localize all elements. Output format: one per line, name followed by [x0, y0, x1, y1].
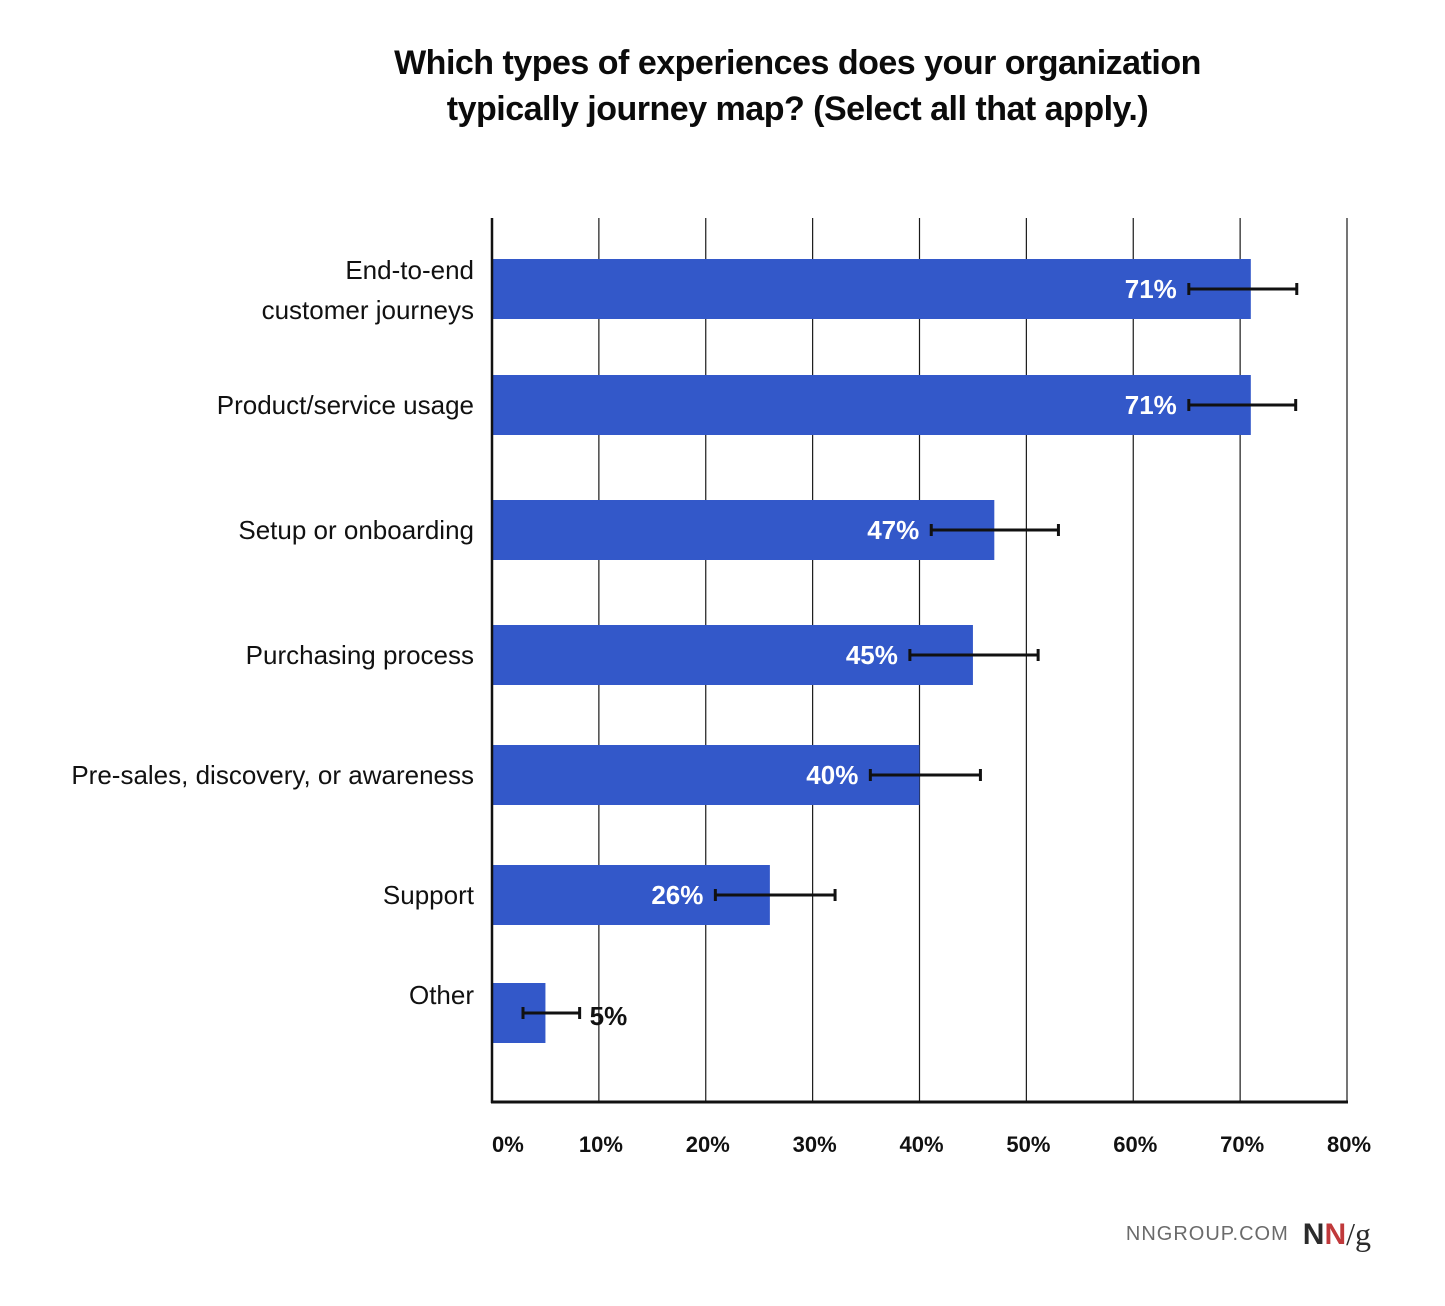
category-label: Product/service usage: [217, 390, 474, 420]
category-label: Pre-sales, discovery, or awareness: [71, 760, 474, 790]
x-tick-label: 60%: [1113, 1132, 1157, 1157]
category-label: Other: [409, 980, 474, 1010]
category-label: Setup or onboarding: [238, 515, 474, 545]
chart-title-line-2: typically journey map? (Select all that …: [446, 90, 1149, 128]
x-tick-label: 70%: [1220, 1132, 1264, 1157]
bar: [492, 375, 1251, 435]
chart-title: Which types of experiences does your org…: [0, 40, 1445, 132]
bar: [492, 745, 920, 805]
logo-letter-n1: N: [1302, 1217, 1325, 1251]
category-label: Support: [383, 880, 475, 910]
nng-logo: N N/g: [1303, 1216, 1371, 1253]
value-label: 71%: [1125, 274, 1177, 304]
bar: [492, 259, 1251, 319]
logo-slash-g: /g: [1346, 1216, 1371, 1252]
x-tick-label: 40%: [899, 1132, 943, 1157]
bar: [492, 500, 995, 560]
category-label: End-to-end customer journeys: [262, 255, 474, 325]
value-label: 45%: [846, 640, 898, 670]
value-label: 40%: [806, 760, 858, 790]
x-tick-label: 10%: [579, 1132, 623, 1157]
category-labels: End-to-end customer journeys Product/servi…: [71, 255, 474, 1010]
category-label: Purchasing process: [246, 640, 474, 670]
error-bars: [521, 283, 1299, 1019]
x-tick-label: 20%: [686, 1132, 730, 1157]
category-label-line: End-to-end: [345, 255, 474, 285]
x-tick-labels: 0% 10% 20% 30% 40% 50% 60% 70% 80%: [492, 1132, 1371, 1157]
x-tick-label: 30%: [793, 1132, 837, 1157]
value-label: 71%: [1125, 390, 1177, 420]
axes: [490, 218, 1348, 1104]
footer-site-link[interactable]: NNGROUP.COM: [1125, 1223, 1289, 1245]
bar: [492, 625, 973, 685]
category-label-line: customer journeys: [262, 295, 474, 325]
chart-title-line-1: Which types of experiences does your org…: [394, 44, 1201, 82]
x-tick-label: 80%: [1327, 1132, 1371, 1157]
x-tick-label: 0%: [492, 1132, 524, 1157]
footer: NNGROUP.COM N N/g: [1126, 1216, 1371, 1253]
value-label: 5%: [590, 1001, 628, 1031]
x-tick-label: 50%: [1006, 1132, 1050, 1157]
value-labels: 71% 71% 47% 45% 40% 26% 5%: [590, 274, 1177, 1031]
logo-letter-n2: N: [1324, 1217, 1347, 1251]
value-label: 47%: [867, 515, 919, 545]
value-label: 26%: [651, 880, 703, 910]
bars: [492, 259, 1251, 1043]
